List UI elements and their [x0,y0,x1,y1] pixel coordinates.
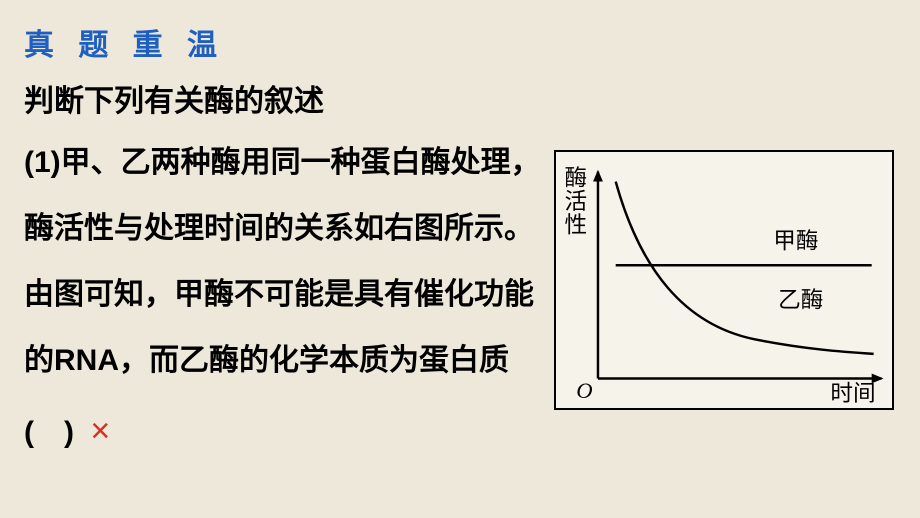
answer-mark: × [90,412,110,450]
y-axis-label-1: 酶 [564,165,587,190]
enzyme-activity-chart: 酶 活 性 O 时间 甲酶 乙酶 [554,150,894,410]
y-arrow [593,170,603,182]
slide: 真 题 重 温 判断下列有关酶的叙述 (1)甲、乙两种酶用同一种蛋白酶处理，酶活… [0,0,920,518]
question-text: (1)甲、乙两种酶用同一种蛋白酶处理，酶活性与处理时间的关系如右图所示。由图可知… [24,130,544,469]
y-axis-label-3: 性 [564,213,587,238]
origin-label: O [576,378,592,403]
body-area: (1)甲、乙两种酶用同一种蛋白酶处理，酶活性与处理时间的关系如右图所示。由图可知… [24,130,896,469]
series-yi-label: 乙酶 [778,288,823,313]
section-title: 真 题 重 温 [24,20,896,64]
series-jia-label: 甲酶 [773,228,818,253]
x-axis-label: 时间 [830,381,875,406]
question-body: (1)甲、乙两种酶用同一种蛋白酶处理，酶活性与处理时间的关系如右图所示。由图可知… [24,146,541,449]
instruction: 判断下列有关酶的叙述 [24,76,896,120]
series-yi [616,182,874,354]
y-axis-label-2: 活 [564,189,587,214]
chart-svg: 酶 活 性 O 时间 甲酶 乙酶 [556,152,892,408]
